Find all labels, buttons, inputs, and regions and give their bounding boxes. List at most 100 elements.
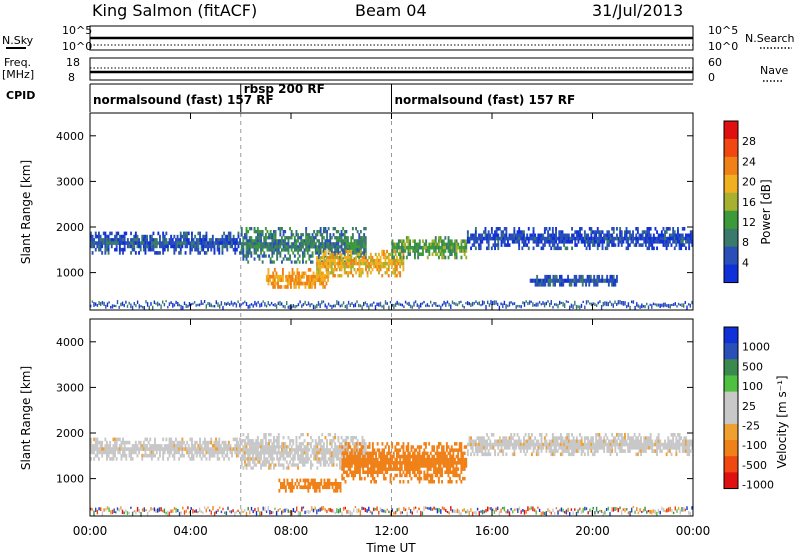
power-cell (651, 243, 654, 247)
velocity-cell (386, 442, 389, 446)
power-cell (318, 239, 320, 243)
power-colorbar-tick: 24 (742, 155, 756, 168)
velocity-cell (346, 457, 348, 462)
velocity-cell (433, 467, 435, 471)
velocity-cell (381, 467, 384, 471)
velocity-cell (167, 447, 169, 451)
power-cell (134, 234, 137, 239)
velocity-cell (583, 436, 586, 440)
power-cell (114, 234, 116, 239)
velocity-cell (614, 436, 617, 440)
power-cell (252, 245, 254, 249)
power-cell (281, 302, 283, 306)
power-cell (330, 271, 333, 275)
power-cell (502, 233, 505, 238)
velocity-cell (600, 436, 602, 440)
velocity-cell (547, 446, 549, 450)
power-cell (513, 240, 516, 244)
power-cell (295, 260, 298, 264)
velocity-cell (157, 457, 160, 461)
velocity-cell (205, 457, 208, 461)
power-cell (547, 233, 549, 238)
power-cell (272, 278, 275, 282)
power-cell (260, 248, 262, 252)
velocity-cell (638, 449, 641, 453)
power-cell (120, 302, 122, 307)
velocity-cell (375, 454, 377, 459)
velocity-cell (462, 467, 464, 471)
power-cell (115, 247, 118, 252)
power-cell (255, 245, 258, 249)
power-cell (125, 300, 127, 304)
power-cell (245, 251, 248, 255)
power-cell (350, 262, 353, 266)
power-cell (401, 242, 403, 247)
velocity-cell (125, 457, 128, 461)
velocity-cell (470, 439, 472, 444)
power-cell (272, 281, 275, 286)
power-cell (313, 236, 316, 240)
velocity-cell (612, 442, 615, 447)
power-cell (657, 233, 660, 238)
power-cell (444, 236, 447, 240)
velocity-cell (412, 464, 414, 468)
power-cell (407, 239, 410, 243)
power-cell (141, 234, 144, 239)
velocity-cell (162, 437, 165, 442)
power-cell (298, 245, 301, 249)
power-cell (101, 244, 104, 249)
power-cell (359, 239, 362, 243)
power-cell (596, 230, 599, 234)
velocity-cell (203, 437, 206, 442)
power-cell (255, 230, 258, 234)
power-cell (293, 278, 296, 282)
power-cell (175, 241, 177, 245)
power-cell (280, 274, 283, 279)
velocity-cell (354, 467, 356, 471)
velocity-cell (545, 449, 548, 453)
power-cell (290, 245, 293, 249)
velocity-cell (245, 436, 248, 440)
velocity-cell (660, 442, 663, 447)
velocity-cell (600, 439, 602, 444)
velocity-cell (231, 453, 233, 458)
velocity-cell (355, 451, 357, 455)
power-cell (476, 302, 479, 305)
power-cell (521, 240, 524, 244)
power-cell (593, 230, 596, 234)
power-cell (527, 246, 530, 251)
power-cell (346, 304, 348, 310)
velocity-cell (287, 454, 290, 458)
power-cell (664, 236, 666, 241)
power-cell (258, 233, 261, 237)
power-cell (449, 239, 452, 243)
velocity-cell (527, 433, 530, 437)
velocity-cell (357, 451, 360, 456)
power-cell (569, 240, 572, 244)
nsky-label: N.Sky (2, 34, 34, 47)
velocity-cell (173, 444, 176, 448)
velocity-cell (564, 449, 567, 453)
power-cell (189, 247, 192, 252)
power-cell (484, 230, 487, 234)
power-cell (683, 303, 685, 308)
velocity-cell (657, 439, 660, 444)
power-cell (118, 305, 120, 309)
power-cell (505, 233, 508, 238)
power-cell (261, 254, 264, 258)
velocity-ground-band (90, 506, 693, 517)
velocity-cell (404, 473, 406, 478)
velocity-cell (293, 463, 296, 467)
power-cell (525, 300, 527, 303)
power-cell (264, 242, 267, 246)
velocity-cell (141, 457, 144, 461)
power-cell (168, 302, 171, 306)
power-cell (452, 242, 455, 247)
power-cell (142, 238, 145, 242)
power-cell (192, 244, 195, 249)
power-cell (107, 234, 110, 239)
velocity-cell (234, 450, 237, 455)
power-cell (641, 230, 644, 234)
velocity-cell (314, 454, 317, 458)
power-cell (587, 236, 590, 241)
